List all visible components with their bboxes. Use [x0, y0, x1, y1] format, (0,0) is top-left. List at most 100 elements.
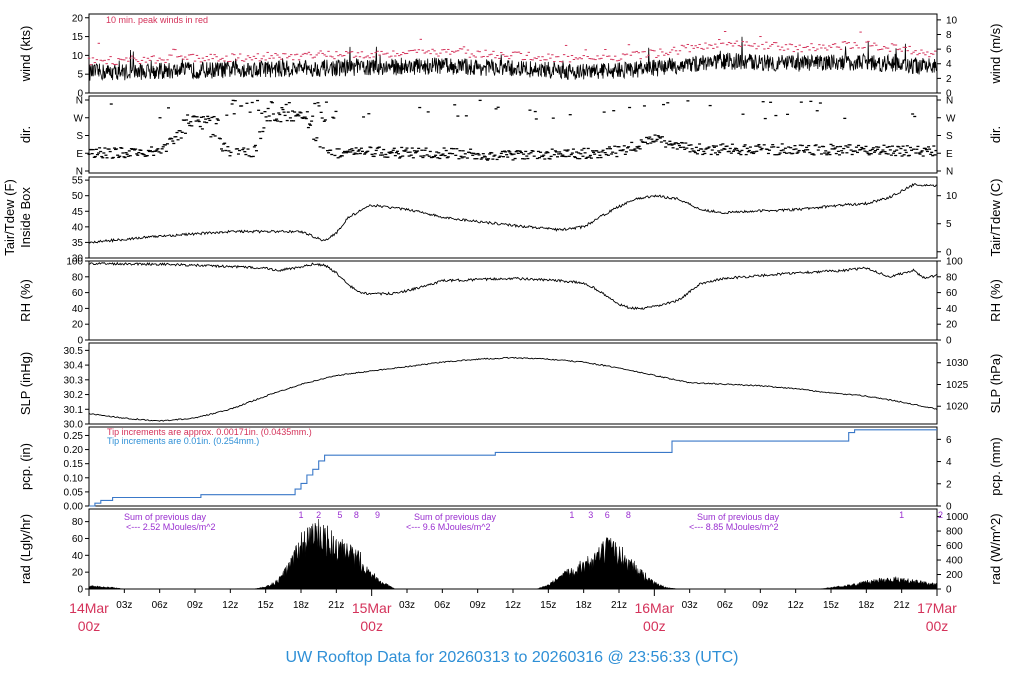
rad-ytick-label-right: 400	[946, 556, 963, 567]
wind-ytick-label-right: 2	[946, 74, 952, 85]
dir-ytick-label-left: N	[76, 96, 83, 107]
temp-series-line	[88, 183, 938, 244]
rad-ytick-label-left: 0	[77, 585, 83, 596]
time-axis-hour-label: 09z	[752, 600, 768, 611]
rh-ytick-label-left: 100	[66, 257, 83, 268]
pcp-ytick-label-left: 0.00	[64, 502, 84, 513]
dir-plot-frame	[88, 95, 938, 174]
time-axis-hour-label: 21z	[611, 600, 627, 611]
temp-ytick-label-right: 0	[946, 247, 952, 258]
slp-plot-frame	[88, 342, 938, 425]
time-axis-hour-label: 15z	[823, 600, 839, 611]
time-axis-hour-label: 06z	[152, 600, 168, 611]
pcp-ytick-label-right: 6	[946, 435, 952, 446]
temp-ytick-label-left: 30	[72, 254, 84, 265]
time-axis-hour-label: 21z	[328, 600, 344, 611]
pcp-ytick-label-left: 0.20	[64, 445, 84, 456]
time-axis-hour-label: 12z	[505, 600, 521, 611]
rad-ytick-label-right: 200	[946, 570, 963, 581]
rad-hour-marker: 5	[337, 510, 342, 520]
slp-ytick-label-left: 30.5	[64, 346, 84, 357]
rh-ytick-label-left: 20	[72, 320, 84, 331]
wind-series-line	[88, 36, 937, 81]
rad-ytick-label-right: 1000	[946, 512, 969, 523]
slp-ytick-label-left: 30.4	[64, 361, 84, 372]
wind-ytick-label-right: 4	[946, 59, 952, 70]
rad-hour-marker: 2	[316, 510, 321, 520]
wind-ytick-label-right: 10	[946, 15, 958, 26]
rad-day-note-label: Sum of previous day	[414, 512, 497, 522]
rh-ytick-label-left: 40	[72, 304, 84, 315]
temp-ytick-label-left: 45	[72, 207, 84, 218]
dir-ytick-label-left: S	[76, 131, 83, 142]
pcp-ytick-label-right: 2	[946, 479, 952, 490]
rh-plot-frame	[88, 260, 938, 341]
rad-hour-marker: 8	[354, 510, 359, 520]
slp-ytick-label-left: 30.0	[64, 420, 84, 431]
pcp-ytick-label-left: 0.25	[64, 431, 84, 442]
time-axis-hour-label: 15z	[258, 600, 274, 611]
time-axis-hour-label: 06z	[717, 600, 733, 611]
rad-ylabel-left: rad (Lgly/hr)	[18, 514, 33, 584]
temp-ytick-label-right: 10	[946, 191, 958, 202]
temp-ytick-label-left: 50	[72, 191, 84, 202]
time-axis-day-hour: 00z	[360, 618, 383, 634]
rh-ylabel-left: RH (%)	[18, 279, 33, 322]
rad-day-note-label: Sum of previous day	[697, 512, 780, 522]
wind-ytick-label-right: 0	[946, 89, 952, 100]
temp-ytick-label-right: 5	[946, 219, 952, 230]
rh-ytick-label-right: 60	[946, 288, 958, 299]
pcp-ytick-label-left: 0.15	[64, 459, 84, 470]
rh-series-line	[88, 261, 938, 310]
rad-ytick-label-left: 20	[72, 568, 84, 579]
slp-ytick-label-left: 30.1	[64, 405, 84, 416]
rad-day-note-value: <--- 9.6 MJoules/m^2	[406, 522, 491, 532]
rad-day-note-value: <--- 8.85 MJoules/m^2	[689, 522, 779, 532]
slp-ylabel-left: SLP (inHg)	[18, 352, 33, 415]
wind-plot-frame	[88, 13, 938, 94]
rad-hour-marker: 8	[626, 510, 631, 520]
time-axis-hour-label: 21z	[894, 600, 910, 611]
rh-ytick-label-left: 60	[72, 288, 84, 299]
dir-ytick-label-right: N	[946, 96, 953, 107]
rad-hour-marker: 1	[569, 510, 574, 520]
time-axis-hour-label: 03z	[682, 600, 698, 611]
temp-ytick-label-left: 55	[72, 176, 84, 187]
time-axis-hour-label: 09z	[470, 600, 486, 611]
rad-ytick-label-right: 600	[946, 541, 963, 552]
wind-ytick-label-left: 5	[77, 70, 83, 81]
time-axis-day-hour: 00z	[643, 618, 666, 634]
dir-ytick-label-left: E	[76, 149, 83, 160]
time-axis-hour-label: 18z	[293, 600, 309, 611]
temp-ylabel-left: Tair/Tdew (F)	[2, 179, 17, 256]
temp-ytick-label-left: 35	[72, 238, 84, 249]
wind-ytick-label-right: 6	[946, 45, 952, 56]
rh-ytick-label-left: 80	[72, 272, 84, 283]
rad-hour-marker: 1	[298, 510, 303, 520]
wind-ytick-label-left: 15	[72, 32, 84, 43]
wind-ytick-label-left: 10	[72, 51, 84, 62]
rad-series-area	[88, 518, 938, 590]
slp-series-line	[88, 356, 938, 422]
rad-ytick-label-left: 80	[72, 517, 84, 528]
slp-ytick-label-left: 30.2	[64, 390, 84, 401]
slp-ylabel-right: SLP (hPa)	[988, 354, 1003, 414]
rh-ylabel-right: RH (%)	[988, 279, 1003, 322]
rad-hour-marker: 3	[588, 510, 593, 520]
rh-ytick-label-right: 20	[946, 320, 958, 331]
pcp-annotation-increment: Tip increments are 0.01in. (0.254mm.)	[107, 436, 259, 446]
page-title: UW Rooftop Data for 20260313 to 20260316…	[285, 649, 739, 666]
time-axis-hour-label: 18z	[858, 600, 874, 611]
time-axis-day-hour: 00z	[78, 618, 101, 634]
time-axis-hour-label: 15z	[540, 600, 556, 611]
pcp-ylabel-left: pcp. (in)	[18, 443, 33, 490]
temp-ylabel-left2: Inside Box	[18, 187, 33, 248]
dir-ytick-label-right: E	[946, 149, 953, 160]
time-axis-hour-label: 09z	[187, 600, 203, 611]
slp-ytick-label-right: 1025	[946, 380, 969, 391]
rad-ytick-label-left: 40	[72, 551, 84, 562]
wind-annotation: 10 min. peak winds in red	[106, 15, 208, 25]
wind-ytick-label-right: 8	[946, 30, 952, 41]
slp-ytick-label-right: 1030	[946, 358, 969, 369]
time-axis-hour-label: 03z	[399, 600, 415, 611]
